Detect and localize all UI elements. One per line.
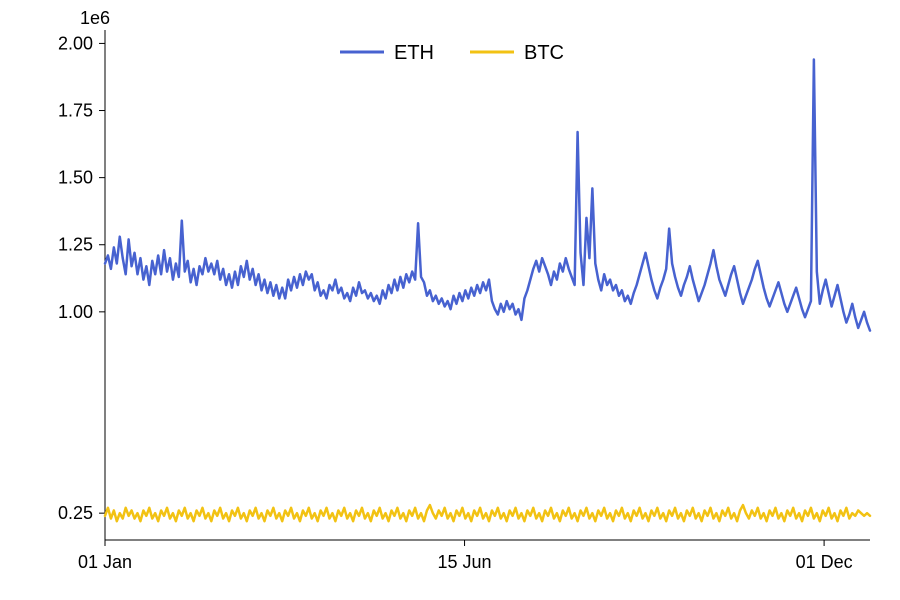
x-tick-label: 01 Jan bbox=[78, 552, 132, 572]
y-tick-label: 1.00 bbox=[58, 302, 93, 322]
y-scale-multiplier: 1e6 bbox=[80, 8, 110, 28]
y-tick-label: 0.25 bbox=[58, 503, 93, 523]
y-tick-label: 2.00 bbox=[58, 33, 93, 53]
y-tick-label: 1.50 bbox=[58, 168, 93, 188]
x-tick-label: 01 Dec bbox=[796, 552, 853, 572]
x-tick-label: 15 Jun bbox=[438, 552, 492, 572]
chart-container: 0.25 1.00 1.25 1.50 1.75 2.00 01 Jan 15 Jun 01 D… bbox=[0, 0, 900, 600]
line-chart: 0.25 1.00 1.25 1.50 1.75 2.00 01 Jan 15 Jun 01 D… bbox=[0, 0, 900, 600]
y-tick-label: 1.75 bbox=[58, 101, 93, 121]
y-tick-label: 1.25 bbox=[58, 235, 93, 255]
legend-label-eth: ETH bbox=[394, 42, 434, 64]
legend-label-btc: BTC bbox=[524, 42, 564, 64]
